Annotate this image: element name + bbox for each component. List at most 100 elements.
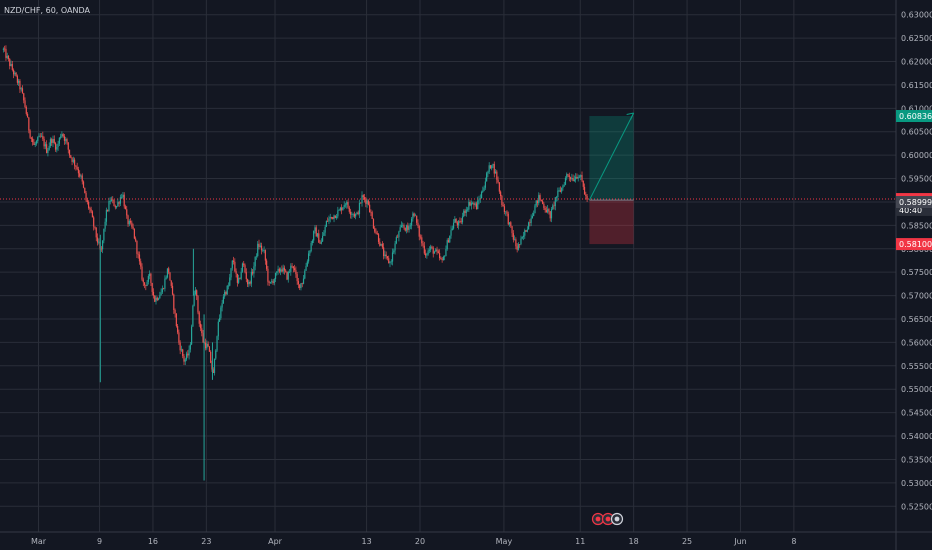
candle-body [414,215,417,217]
candle-body [136,240,138,254]
candle-body [346,202,348,205]
candle-body [586,196,588,200]
candle-body [23,93,25,101]
candle-body [488,165,490,172]
loss-zone [589,200,634,245]
candle-body [409,225,411,227]
avatar-badge-icon-dot [614,516,620,522]
dividend-badge-icon-dot [595,516,601,522]
candle-body [569,177,572,180]
projection-arrow-head [626,112,635,120]
candle-body [182,349,184,356]
candle-body [524,230,526,236]
candle-body [5,48,7,58]
candle-body [328,218,330,222]
candle-body [287,272,289,280]
candle-body [295,270,297,275]
candle-body [206,343,208,349]
price-tag-bg [896,196,932,209]
candle-body [529,222,531,223]
candle-body [441,259,443,261]
candle-body [362,195,364,198]
candle-body [159,295,161,299]
candle-body [269,282,272,283]
candle-body [210,351,212,363]
candle-body [367,200,369,205]
candle-body [343,205,345,208]
y-tick-label: 0.61500 [901,81,932,90]
candle-body [49,139,52,147]
candle-body [74,159,76,166]
candle-body [482,190,484,192]
candle-body [52,138,54,143]
price-tag-label: 40:40 [899,206,922,215]
candle-body [536,200,539,204]
candle-body [146,281,148,286]
candle-body [438,253,441,259]
candle-body [503,206,506,212]
candle-body [308,253,310,262]
candle-body [62,134,64,137]
candle-body [320,241,322,244]
y-tick-label: 0.62000 [901,58,932,67]
candle-body [204,342,207,349]
candle-body [412,213,414,219]
candle-body [480,191,483,199]
candle-body [567,174,569,176]
candle-body [335,216,338,218]
candle-body [428,249,431,251]
candle-body [577,177,579,179]
candle-body [531,216,534,219]
candle-body [430,246,432,250]
candle-body [278,268,280,272]
candle-body [34,143,36,145]
candle-body [517,244,520,250]
candle-body [263,250,265,251]
candle-body [20,88,22,90]
candle-body [353,214,355,217]
candle-body [35,141,38,144]
candle-body [407,225,409,230]
candle-body [53,138,55,143]
candle-body [286,271,288,280]
projection-arrow-line [588,112,635,201]
candle-body [126,209,128,216]
candle-body [221,303,223,308]
candle-body [4,48,6,50]
candle-body [18,80,20,83]
candle-body [477,200,479,210]
candle-body [262,250,264,251]
candle-body [191,326,193,345]
news-badge-icon-dot [605,516,611,522]
candle-body [380,243,382,246]
candle-body [505,211,507,213]
candle-body [520,238,522,245]
candle-body [273,279,275,284]
candle-body [538,195,540,204]
candle-body [131,222,133,227]
avatar-badge-icon[interactable] [610,512,624,526]
dividend-badge-icon[interactable] [591,512,605,526]
candle-body [327,220,329,222]
candle-body [558,190,560,191]
candle-body [512,233,514,240]
candle-body [28,117,30,131]
price-tag: 0.60836 [896,110,932,123]
candle-body [528,222,530,230]
x-tick-label: 9 [97,537,102,546]
candle-body [249,281,251,284]
candle-body [226,285,228,295]
x-tick-label: 18 [629,537,639,546]
candle-body [101,240,104,250]
candle-body [132,226,134,229]
candle-body [466,209,469,211]
candle-body [444,256,446,257]
candle-body [576,176,578,179]
candle-body [215,350,217,359]
candle-body [259,245,261,247]
x-tick-label: 25 [682,537,692,546]
candle-body [66,139,68,143]
candle-body [68,149,71,156]
